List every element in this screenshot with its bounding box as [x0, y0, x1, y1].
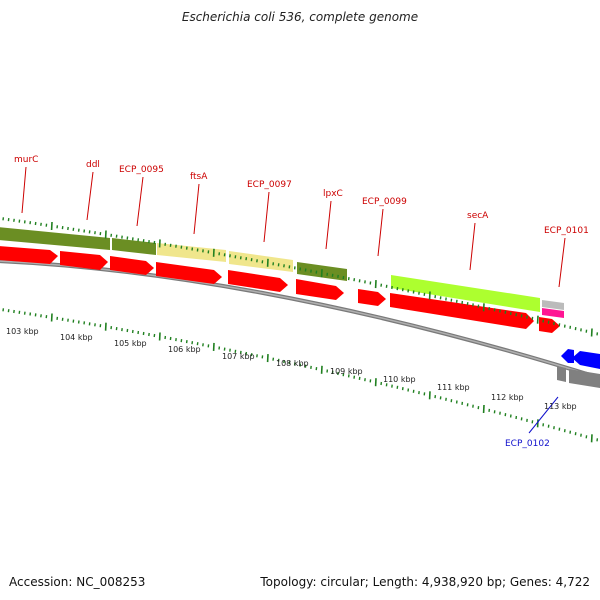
kbp-label: 107 kbp — [222, 352, 255, 361]
kbp-label: 110 kbp — [383, 375, 416, 384]
cds-arrow — [0, 246, 58, 264]
feature-ECP_0101-bar — [542, 300, 564, 310]
leader-ECP_0097 — [263, 191, 270, 243]
leader-ddl — [86, 171, 94, 221]
cds-arrow — [358, 289, 386, 306]
feature-ECP_0101-pink — [542, 308, 564, 318]
feature-secA-bar — [391, 275, 540, 312]
kbp-label: 104 kbp — [60, 333, 93, 342]
leader-ftsA — [193, 183, 200, 235]
feature-ftsA-bar — [229, 251, 293, 272]
kbp-label: 103 kbp — [6, 327, 39, 336]
gene-label-ECP_0097: ECP_0097 — [247, 180, 292, 190]
kbp-label: 105 kbp — [114, 339, 147, 348]
kbp-scale: 103 kbp 104 kbp 105 kbp 106 kbp 107 kbp … — [6, 327, 577, 411]
feature-murC-bar — [0, 227, 110, 250]
gc-tick-row-lower — [2, 308, 599, 443]
kbp-label: 112 kbp — [491, 393, 524, 402]
cds-arrow — [110, 256, 154, 275]
gene-label-ECP_0095: ECP_0095 — [119, 165, 164, 175]
feature-ECP_0102-bar — [557, 366, 566, 382]
cds-arrow — [296, 279, 344, 300]
gene-label-ddl: ddl — [86, 160, 100, 170]
feature-right-gray-bar — [569, 369, 600, 388]
gene-label-lpxC: lpxC — [323, 189, 343, 199]
gene-labels: murC ddl ECP_0095 ftsA ECP_0097 lpxC ECP… — [14, 155, 589, 449]
leader-murC — [21, 166, 27, 214]
cds-arrow — [156, 262, 222, 284]
gene-label-murC: murC — [14, 155, 38, 165]
leader-ECP_0101 — [558, 237, 566, 288]
cds-arrow — [390, 293, 534, 329]
kbp-label: 106 kbp — [168, 345, 201, 354]
gene-label-ECP_0099: ECP_0099 — [362, 197, 407, 207]
feature-ddl-bar — [112, 238, 156, 255]
gene-label-ECP_0102: ECP_0102 — [505, 439, 550, 449]
map-title: Escherichia coli 536, complete genome — [181, 10, 419, 24]
cds-arrow — [539, 317, 560, 333]
kbp-label: 111 kbp — [437, 383, 470, 392]
kbp-label: 108 kbp — [276, 359, 309, 368]
gene-label-secA: secA — [467, 211, 489, 221]
cds-arrow-reverse — [561, 349, 574, 363]
accession-text: Accession: NC_008253 — [9, 575, 146, 589]
cds-arrows — [0, 246, 600, 369]
kbp-label: 113 kbp — [544, 402, 577, 411]
leader-ECP_0102 — [528, 396, 559, 434]
cds-arrow — [60, 251, 108, 270]
cds-arrow — [228, 270, 288, 292]
leader-lpxC — [325, 200, 332, 250]
leader-secA — [469, 222, 476, 271]
cds-arrow-reverse — [572, 351, 600, 369]
feature-ECP_0095-bar — [157, 243, 226, 262]
gene-label-ftsA: ftsA — [190, 172, 208, 182]
gc-tick-row-upper — [2, 217, 599, 337]
leader-ECP_0099 — [377, 208, 384, 257]
genome-summary-text: Topology: circular; Length: 4,938,920 bp… — [260, 575, 590, 589]
gene-label-ECP_0101: ECP_0101 — [544, 226, 589, 236]
feature-band — [0, 227, 600, 388]
label-leaders — [21, 166, 566, 434]
leader-ECP_0095 — [136, 176, 144, 227]
kbp-label: 109 kbp — [330, 367, 363, 376]
